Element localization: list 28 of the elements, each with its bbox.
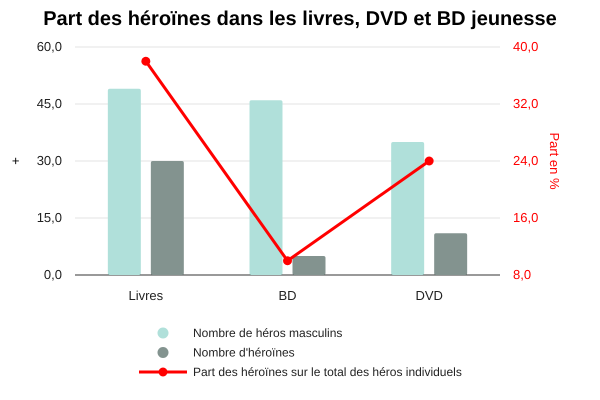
point [424, 156, 434, 166]
point [141, 56, 150, 66]
y-tick-label: 0,0 [44, 267, 62, 282]
x-tick-label: DVD [415, 288, 443, 304]
y2-tick-label: 40,0 [513, 39, 538, 54]
x-tick-label: BD [278, 288, 297, 304]
bar [150, 161, 184, 275]
y2-axis-title: Part en % [547, 132, 562, 190]
legend-label: Nombre d'héroïnes [193, 346, 295, 360]
bar [434, 233, 468, 275]
y2-tick-label: 32,0 [513, 96, 538, 112]
bar [292, 256, 326, 275]
x-tick-label: Livres [128, 288, 164, 304]
point [283, 256, 292, 266]
y2-tick-label: 24,0 [513, 153, 538, 168]
y-tick-label: 45,0 [36, 96, 62, 112]
y2-tick-label: 16,0 [513, 210, 538, 226]
y-tick-label: 15,0 [36, 210, 62, 226]
bar [108, 88, 141, 275]
bar [391, 142, 424, 275]
legend-label: Part des héroïnes sur le total des héros individuels [193, 365, 462, 379]
y-axis-title: + [8, 157, 23, 165]
y-tick-label: 30,0 [36, 153, 62, 168]
legend-label: Nombre de héros masculins [193, 326, 342, 340]
chart-title: Part des héroïnes dans les livres, DVD et BD jeunesse [43, 8, 557, 30]
y-tick-label: 60,0 [36, 39, 62, 54]
y2-tick-label: 8,0 [513, 267, 532, 282]
bar [250, 100, 282, 275]
